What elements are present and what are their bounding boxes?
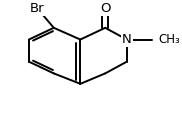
Text: Br: Br: [30, 2, 45, 15]
Text: O: O: [100, 2, 110, 15]
Text: N: N: [122, 33, 132, 46]
Text: CH₃: CH₃: [158, 33, 180, 46]
